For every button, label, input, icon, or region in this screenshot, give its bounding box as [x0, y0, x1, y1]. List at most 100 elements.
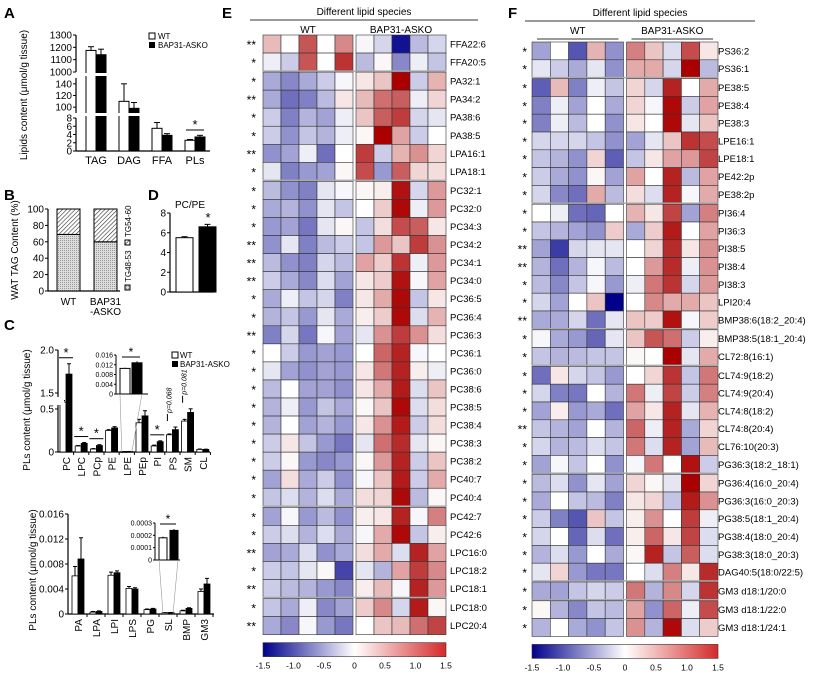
- heatmap-cell: [409, 543, 429, 562]
- heatmap-cell: [681, 419, 701, 438]
- heatmap-cell: [373, 107, 393, 127]
- heatmap-cell: [355, 579, 375, 598]
- heatmap-cell: [531, 113, 551, 133]
- bar-wt: [74, 445, 82, 453]
- heatmap-cell: [681, 401, 701, 421]
- heatmap-cell: [409, 469, 429, 489]
- heatmap-cell: [626, 185, 646, 204]
- heatmap-cell: [568, 185, 588, 204]
- heatmap-cell: [549, 545, 569, 564]
- row-label: FFA22:6: [450, 40, 486, 51]
- heatmap-cell: [604, 239, 624, 258]
- heatmap-cell: [280, 52, 300, 72]
- inset-y-tick-label: 0.004: [95, 382, 113, 389]
- heatmap-cell: [531, 167, 551, 186]
- significance-marker: *: [251, 383, 256, 397]
- significance-star: *: [79, 424, 84, 439]
- y-tick-label: 40: [33, 254, 45, 265]
- heatmap-cell: [280, 107, 300, 127]
- heatmap-cell: [568, 562, 588, 582]
- heatmap-cell: [662, 149, 682, 168]
- heatmap-cell: [298, 217, 318, 236]
- heatmap-cell: [549, 329, 569, 348]
- inset-connector: [119, 393, 123, 453]
- significance-marker: **: [247, 93, 257, 107]
- y-tick-label: 0.008: [39, 560, 64, 571]
- heatmap-cell: [280, 433, 300, 453]
- y-tick-label: 6: [160, 228, 166, 239]
- heatmap-cell: [604, 113, 624, 133]
- heatmap-cell: [298, 89, 318, 109]
- row-label: PG38:3(18:0_20:3): [718, 550, 799, 561]
- heatmap-cell: [355, 253, 375, 272]
- heatmap-cell: [681, 562, 701, 582]
- heatmap-cell: [355, 181, 375, 200]
- y-tick-label: 60: [33, 237, 45, 248]
- heatmap-cell: [531, 203, 551, 223]
- colorbar-tick-label: 0: [352, 661, 357, 671]
- row-label: PE42:2p: [718, 172, 754, 183]
- heatmap-cell: [262, 235, 282, 254]
- heatmap-cell: [644, 491, 664, 511]
- significance-marker: *: [522, 225, 527, 239]
- bar-segment-tg54-60: [56, 208, 81, 235]
- heatmap-cell: [644, 401, 664, 421]
- heatmap-cell: [644, 78, 664, 97]
- heatmap-cell: [373, 415, 393, 435]
- heatmap-cell: [604, 455, 624, 474]
- heatmap-cell: [681, 581, 701, 601]
- heatmap-cell: [586, 455, 606, 474]
- bar-wt: [105, 430, 112, 453]
- significance-marker: *: [522, 351, 527, 365]
- heatmap-cell: [334, 543, 354, 562]
- heatmap-cell: [699, 329, 719, 348]
- bar-wt: [197, 591, 205, 615]
- row-label: PC36:5: [450, 294, 482, 305]
- heatmap-cell: [298, 506, 318, 526]
- heatmap-cell: [699, 600, 719, 619]
- heatmap-cell: [699, 491, 719, 511]
- heatmap-cell: [644, 221, 664, 241]
- heatmap-cell: [409, 181, 429, 200]
- heatmap-cell: [549, 131, 569, 151]
- group-label: BAP31-ASKO: [370, 25, 432, 36]
- heatmap-cell: [681, 185, 701, 204]
- heatmap-cell: [427, 289, 447, 309]
- heatmap-cell: [373, 217, 393, 236]
- heatmap-cell: [568, 527, 588, 546]
- heatmap-cell: [568, 618, 588, 637]
- heatmap-cell: [586, 545, 606, 564]
- heatmap-cell: [604, 473, 624, 493]
- heatmap-cell: [355, 343, 375, 363]
- heatmap-cell: [373, 361, 393, 381]
- bar-asko: [198, 226, 217, 293]
- heatmap-cell: [373, 598, 393, 617]
- heatmap-cell: [409, 343, 429, 363]
- heatmap-cell: [626, 383, 646, 403]
- heatmap-cell: [644, 149, 664, 168]
- heatmap-cell: [531, 366, 551, 385]
- heatmap-cell: [409, 307, 429, 327]
- heatmap-cell: [262, 271, 282, 290]
- heatmap-cell: [662, 221, 682, 241]
- heatmap-cell: [262, 52, 282, 72]
- heatmap-cell: [586, 221, 606, 241]
- heatmap-cell: [604, 257, 624, 276]
- y-tick-label: 2.0: [40, 346, 54, 357]
- row-label: PG36:3(16:0_20:3): [718, 496, 799, 507]
- heatmap-cell: [626, 329, 646, 348]
- bar-wt: [89, 611, 97, 615]
- heatmap-cell: [662, 383, 682, 403]
- heatmap-cell: [427, 71, 447, 91]
- heatmap-cell: [644, 41, 664, 61]
- heatmap-cell: [531, 527, 551, 546]
- heatmap-cell: [262, 125, 282, 145]
- bar-asko: [202, 449, 210, 453]
- heatmap-cell: [549, 401, 569, 421]
- heatmap-cell: [644, 527, 664, 546]
- panel-label-b: B: [4, 187, 15, 204]
- heatmap-cell: [427, 307, 447, 327]
- heatmap-cell: [586, 401, 606, 421]
- heatmap-cell: [662, 96, 682, 115]
